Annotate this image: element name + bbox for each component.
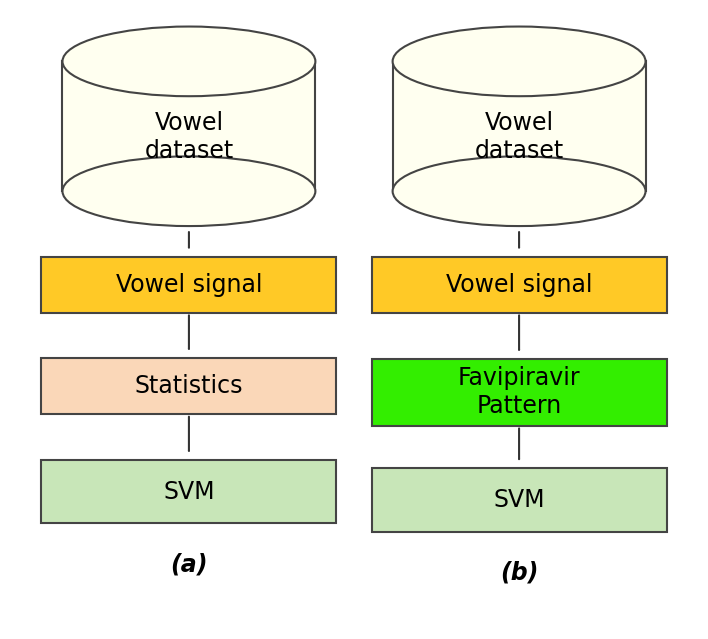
Text: Statistics: Statistics — [135, 374, 243, 398]
Text: Favipiravir
Pattern: Favipiravir Pattern — [458, 366, 581, 419]
Polygon shape — [62, 61, 315, 191]
Text: (b): (b) — [500, 561, 538, 585]
Text: SVM: SVM — [493, 488, 545, 512]
Text: Vowel signal: Vowel signal — [446, 273, 593, 296]
FancyBboxPatch shape — [41, 358, 336, 414]
Text: Vowel
dataset: Vowel dataset — [144, 111, 234, 163]
Text: Vowel
dataset: Vowel dataset — [474, 111, 564, 163]
FancyBboxPatch shape — [41, 257, 336, 312]
Ellipse shape — [62, 27, 315, 96]
FancyBboxPatch shape — [372, 468, 667, 532]
FancyBboxPatch shape — [372, 257, 667, 312]
Text: Vowel signal: Vowel signal — [115, 273, 262, 296]
Ellipse shape — [62, 157, 315, 226]
Text: (a): (a) — [170, 553, 207, 576]
Polygon shape — [393, 61, 646, 191]
Text: SVM: SVM — [163, 480, 215, 504]
FancyBboxPatch shape — [372, 359, 667, 426]
Ellipse shape — [393, 157, 646, 226]
Ellipse shape — [393, 27, 646, 96]
FancyBboxPatch shape — [41, 460, 336, 523]
